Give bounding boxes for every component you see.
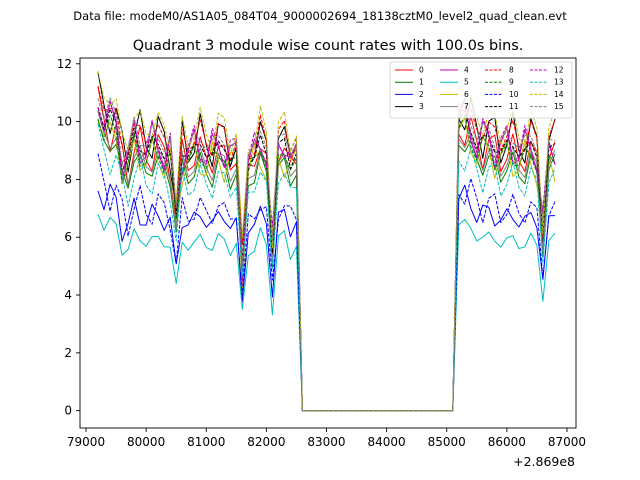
y-tick-label: 10	[57, 115, 72, 129]
x-tick-label: 86000	[488, 435, 526, 449]
series-layer	[97, 70, 556, 412]
legend-label-7: 7	[464, 102, 469, 111]
y-tick-label: 2	[64, 346, 72, 360]
legend-label-9: 9	[509, 78, 514, 87]
series-line-10	[97, 153, 556, 412]
x-tick-label: 84000	[368, 435, 406, 449]
legend-label-1: 1	[419, 78, 424, 87]
y-tick-label: 8	[64, 172, 72, 186]
series-line-14	[97, 70, 556, 412]
legend-label-0: 0	[419, 66, 424, 75]
legend-label-11: 11	[509, 102, 519, 111]
legend-label-8: 8	[509, 66, 514, 75]
x-tick-label: 83000	[307, 435, 345, 449]
y-axis: 0 2 4 6 8 10 12	[57, 57, 80, 418]
legend-label-3: 3	[419, 102, 424, 111]
y-tick-label: 4	[64, 288, 72, 302]
y-tick-label: 12	[57, 57, 72, 71]
legend-label-6: 6	[464, 90, 469, 99]
plot-area	[80, 58, 576, 428]
x-axis: 79000 80000 81000 82000 83000 84000 85000 86000…	[67, 428, 586, 449]
legend-label-14: 14	[554, 90, 564, 99]
legend-label-10: 10	[509, 90, 519, 99]
x-tick-label: 81000	[187, 435, 225, 449]
legend-label-13: 13	[554, 78, 564, 87]
chart-suptitle: Data file: modeM0/AS1A05_084T04_90000026…	[73, 9, 567, 23]
x-tick-label: 80000	[127, 435, 165, 449]
series-line-15	[97, 97, 556, 412]
legend-label-5: 5	[464, 78, 469, 87]
y-tick-label: 6	[64, 230, 72, 244]
legend-label-12: 12	[554, 66, 564, 75]
x-tick-label: 82000	[247, 435, 285, 449]
x-tick-label: 85000	[428, 435, 466, 449]
plot-frame	[79, 57, 577, 429]
legend-label-2: 2	[419, 90, 424, 99]
x-offset-label: +2.869e8	[513, 454, 575, 469]
x-tick-label: 79000	[67, 435, 105, 449]
chart-title: Quadrant 3 module wise count rates with …	[133, 38, 524, 54]
legend-label-4: 4	[464, 66, 469, 75]
legend-label-15: 15	[554, 102, 564, 111]
x-tick-label: 87000	[548, 435, 586, 449]
legend-box	[389, 61, 573, 119]
y-tick-label: 0	[64, 404, 72, 418]
